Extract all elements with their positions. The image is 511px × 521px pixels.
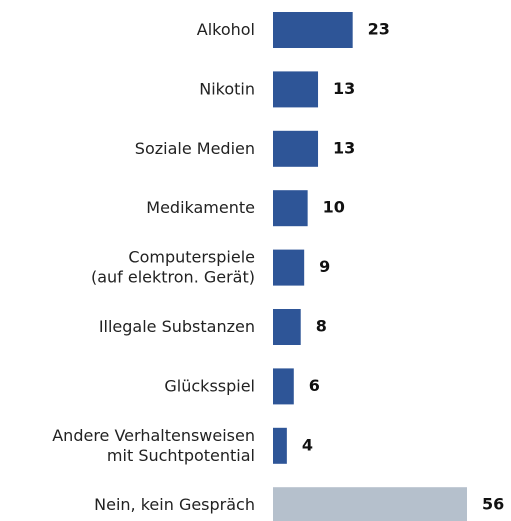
bar [273, 130, 319, 167]
bar [273, 309, 301, 345]
value-label: 13 [333, 138, 355, 157]
bar [273, 427, 287, 464]
bar [273, 368, 294, 405]
bar [273, 71, 319, 108]
bar [273, 12, 353, 48]
category-label: Nikotin [199, 79, 255, 98]
bar [273, 190, 308, 227]
bar [273, 249, 305, 286]
value-label: 56 [482, 495, 504, 514]
value-label: 9 [319, 257, 330, 276]
bar [273, 487, 467, 521]
value-label: 6 [309, 376, 320, 395]
value-label: 13 [333, 79, 355, 98]
category-label: Medikamente [146, 198, 255, 217]
category-label: Soziale Medien [135, 138, 255, 157]
category-label: Nein, kein Gespräch [94, 495, 255, 514]
category-label: Alkohol [197, 20, 255, 39]
category-label: Illegale Substanzen [99, 317, 255, 336]
category-label: Computerspiele (auf elektron. Gerät) [91, 247, 255, 286]
value-label: 8 [316, 317, 327, 336]
value-label: 4 [302, 435, 313, 454]
category-label: Andere Verhaltensweisen mit Suchtpotentia… [52, 425, 255, 464]
value-label: 10 [323, 198, 345, 217]
value-label: 23 [368, 20, 390, 39]
category-label: Glücksspiel [164, 376, 255, 395]
